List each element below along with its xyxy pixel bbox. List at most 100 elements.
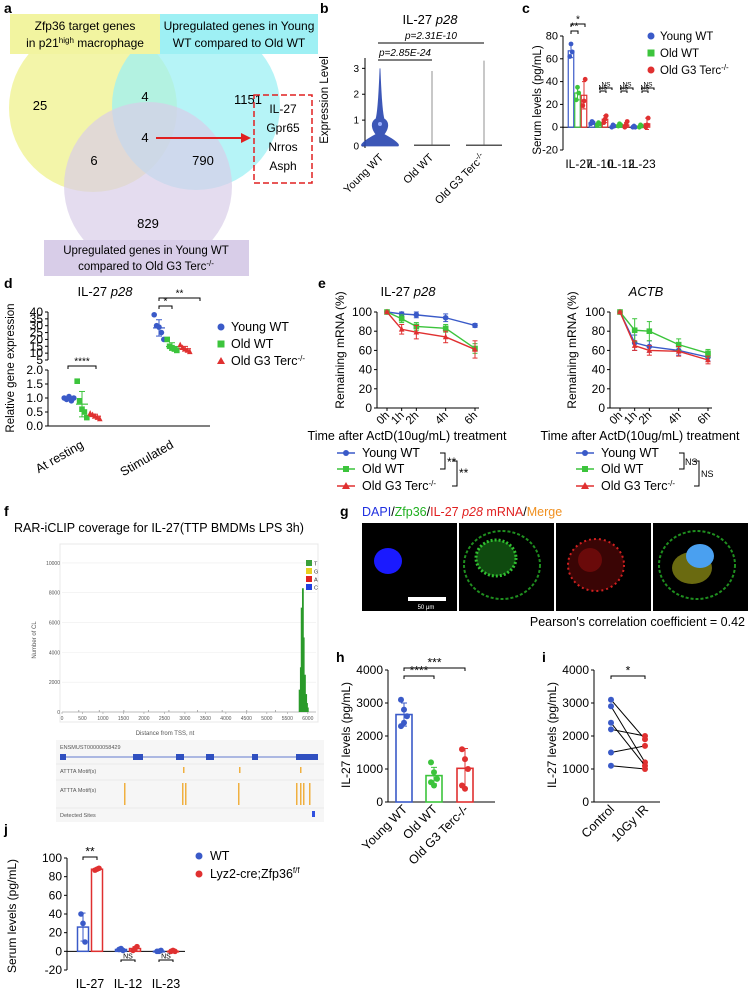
panel-c-point <box>567 54 573 59</box>
panel-c-sig-ns-bracket <box>599 90 607 93</box>
sig-er-2: NS <box>701 469 714 479</box>
panel-f-xtick-label: 2500 <box>159 716 170 722</box>
track-motif-label-1: ATTTA Motif(s) <box>60 769 96 775</box>
legend-el-terc: Old G3 Terc-/- <box>362 479 436 493</box>
panel-g-title: DAPI/Zfp36/IL-27 p28 mRNA/Merge <box>362 505 562 519</box>
panel-d-point <box>97 415 103 422</box>
panel-e-right-ytick-label: 100 <box>585 305 605 319</box>
panel-e-left-point <box>413 328 420 335</box>
panel-i-pair-line <box>610 722 646 767</box>
sig-el-2: ** <box>459 466 469 480</box>
panel-i-sig-label: * <box>626 664 631 678</box>
motif-1a <box>183 767 185 773</box>
panel-c-sig-2-label: * <box>576 15 580 26</box>
panel-j-bar: Serum levels (pg/mL) -20 0 20 40 60 80 100 IL-2… <box>5 845 300 992</box>
panel-d-point <box>71 395 77 401</box>
panel-c-sig-ns-bracket <box>641 90 649 93</box>
gene-list-box <box>253 94 313 184</box>
panel-h-point <box>459 746 465 753</box>
panel-letter-a: a <box>4 0 12 16</box>
panel-f-xtick-label: 1500 <box>118 716 129 722</box>
panel-e-right-ytick-label: 40 <box>592 363 606 377</box>
panel-f-noise-bar <box>221 710 223 712</box>
panel-f-xtick-label: 2000 <box>138 716 149 722</box>
panel-b-ytick-label: 0 <box>353 142 359 153</box>
panel-i-point-control <box>608 719 614 726</box>
panel-i-pair-line <box>610 706 646 763</box>
venn-label-2-line2: WT compared to Old WT <box>173 36 306 50</box>
panel-c-point <box>580 103 586 108</box>
panel-h-xtick-label: Young WT <box>359 802 410 853</box>
panel-i-point-control <box>608 696 614 703</box>
panel-i-point-ir <box>642 742 648 749</box>
panel-d-ytick-lower-label: 1.0 <box>26 391 43 405</box>
legend-d-old-marker <box>217 340 225 348</box>
pval-label-1: p=2.85E-24 <box>378 48 431 59</box>
panel-f-noise-bar <box>123 710 125 712</box>
legend-er-old: Old WT <box>601 462 644 476</box>
panel-c-bar <box>567 50 575 128</box>
panel-d-ytick-upper-label: 10 <box>30 346 44 360</box>
panel-j-sig-2-bracket <box>120 959 136 962</box>
legend-er-young: Young WT <box>601 446 659 460</box>
panel-d-point <box>84 414 90 421</box>
panel-d-point <box>81 409 88 415</box>
venn-count-one-three: 6 <box>90 153 97 168</box>
panel-e-left-xlabel: Time after ActD(10ug/mL) treatment <box>308 429 507 443</box>
panel-h-sig-2-label: *** <box>427 656 441 670</box>
panel-c-sig-2-bracket <box>570 23 586 27</box>
panel-e-right-point <box>617 308 623 315</box>
panel-e-left-point <box>413 312 420 318</box>
panel-letter-h: h <box>336 649 345 665</box>
panel-j-point <box>82 939 88 945</box>
panel-h-ytick-label: 0 <box>376 795 383 809</box>
panel-h-point <box>431 782 437 789</box>
panel-j-ytick-label: -20 <box>45 963 63 977</box>
micro-zfp36-inner <box>474 538 518 578</box>
panel-f-ytick-label: 8000 <box>49 591 60 597</box>
panel-f-xtick-label: 3000 <box>179 716 190 722</box>
panel-c-xtick-label: IL-10 <box>586 157 614 171</box>
panel-f-legend-swatch <box>306 568 312 574</box>
panel-c-sig-ns-bracket <box>641 87 655 90</box>
panel-e-left-ytick-label: 100 <box>352 305 372 319</box>
track-motif-label-2: ATTTA Motif(s) <box>60 788 96 794</box>
panel-f-noise-bar <box>246 710 248 712</box>
legend-el-terc-marker <box>342 482 350 489</box>
gene-il27: IL-27 <box>269 102 297 116</box>
legend-d-young: Young WT <box>231 320 289 334</box>
panel-c-point <box>590 120 596 126</box>
violin-young-wt <box>361 68 399 147</box>
panel-d-point <box>76 398 83 404</box>
panel-f-legend-label: C <box>314 586 318 592</box>
panel-e-left-ytick-label: 40 <box>359 363 373 377</box>
panel-d-legend: Young WT Old WT Old G3 Terc-/- <box>217 320 305 368</box>
panel-d-point <box>74 378 80 384</box>
legend-c-old: Old WT <box>660 48 699 60</box>
panel-e-left-point <box>398 325 405 332</box>
panel-d-point <box>187 348 193 355</box>
panel-h-point <box>462 756 468 763</box>
panel-d-ytick-upper-label: 15 <box>30 339 44 353</box>
legend-c-terc: Old G3 Terc-/- <box>660 63 729 77</box>
panel-b-xtick-terc: Old G3 Terc-/- <box>432 150 489 207</box>
panel-i-ytick-label: 1000 <box>562 762 589 776</box>
panel-d-sig-1-label: * <box>164 297 168 308</box>
motif-2d <box>238 783 240 805</box>
panel-h-point <box>434 775 440 782</box>
panel-d-ytick-upper-label: 30 <box>30 319 44 333</box>
panel-d-scatter: IL-27 p28 Relative gene expression 51015… <box>5 284 305 479</box>
venn-arrow-head <box>241 133 251 143</box>
venn-label-1-line1: Zfp36 target genes <box>35 19 136 33</box>
panel-j-point <box>158 947 164 954</box>
panel-d-ytick-upper-label: 25 <box>30 326 44 340</box>
panel-letter-d: d <box>4 275 13 291</box>
sig-bracket-er-1 <box>679 452 685 470</box>
panel-c-sig-1-bracket <box>570 30 579 34</box>
legend-el-young: Young WT <box>362 446 420 460</box>
panel-e-right-title: ACTB <box>628 284 664 299</box>
gene-asph: Asph <box>269 159 296 173</box>
